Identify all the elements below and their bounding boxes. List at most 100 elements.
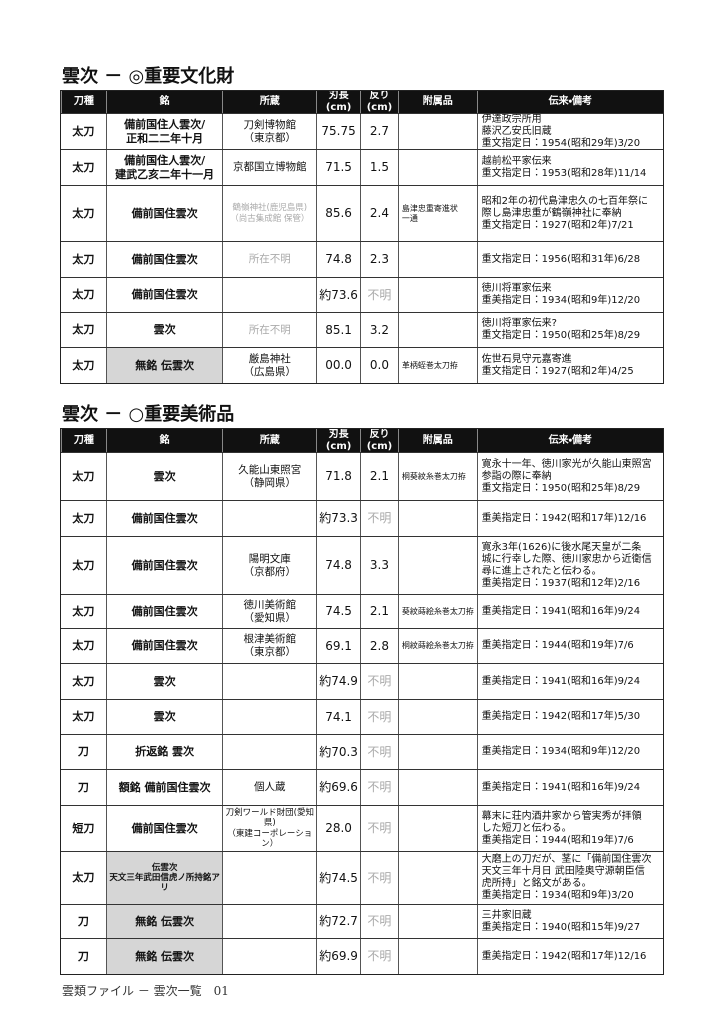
table-cell: 重美指定日：1942(昭和17年)5/30 [476, 700, 663, 734]
table-row: 太刀 雲次 約74.9 不明 重美指定日：1941(昭和16年)9/24 [61, 663, 663, 699]
table-cell: 重美指定日：1942(昭和17年)12/16 [476, 939, 663, 974]
table-cell: 刀 [77, 949, 89, 963]
table-cell: 鶴嶺神社(鹿児島県) （尚古集成館 保管） [222, 186, 316, 241]
table-cell: 刀 [77, 914, 89, 928]
section-title: 雲次 － ◎重要文化財 [62, 66, 235, 87]
table-cell [397, 700, 477, 734]
table-cell: 京都国立博物館 [222, 150, 316, 185]
header-cell: 刃長 (cm) [316, 91, 360, 113]
table-cell: 69.1 [316, 629, 360, 663]
table-cell: 74.5 [316, 595, 360, 628]
table-cell [222, 278, 316, 312]
table-cell: 00.0 [316, 348, 360, 383]
table-cell: 太刀 [72, 206, 95, 220]
table-cell: 備前国住人雲次/ 正和二二年十月 [105, 114, 223, 149]
table-row: 太刀 備前国住雲次 根津美術館 （東京都） 69.1 2.8 桐紋蒔絵糸巻太刀拵 重美指定日… [61, 628, 663, 663]
table-cell: 重美指定日：1941(昭和16年)9/24 [476, 770, 663, 805]
header-row: 刀種銘所蔵 刃長 (cm) 反り (cm) 附属品 伝来・備考 [61, 91, 663, 113]
table-row: 太刀 伝雲次 天文三年武田信虎ノ所持銘アリ 約74.5 不明 大磨上の刀だが、茎に「備前… [61, 851, 663, 904]
footer: 雲類ファイル － 雲次一覧 01 [62, 984, 229, 998]
table-cell: 不明 [360, 806, 398, 851]
table-cell [397, 806, 477, 851]
table-cell: 74.1 [316, 700, 360, 734]
table-cell: 3.3 [360, 537, 398, 594]
header-cell: 刀種 [61, 429, 106, 452]
table-cell: 重美指定日：1942(昭和17年)12/16 [476, 501, 663, 536]
table-cell: 雲次 [105, 313, 223, 347]
table-cell: 2.7 [360, 114, 398, 149]
table-row: 太刀 備前国住雲次 約73.3 不明 重美指定日：1942(昭和17年)12/16 [61, 500, 663, 536]
table-cell: 刀剣ワールド財団(愛知県) （東建コーポレーション） [222, 806, 316, 851]
table-cell: 刀 [77, 745, 89, 759]
table-cell [222, 905, 316, 938]
table-cell: 昭和2年の初代島津忠久の七百年祭に 際し島津忠重が鶴嶺神社に奉納 重文指定日：1… [476, 186, 663, 241]
table-cell: 大磨上の刀だが、茎に「備前国住雲次 天文三年十月日 武田陸奥守源朝臣信 虎所持」… [476, 852, 663, 904]
table-cell: 備前国住人雲次/ 建武乙亥二年十一月 [105, 150, 223, 185]
table-cell: 2.4 [360, 186, 398, 241]
table-row: 刀 折返銘 雲次 約70.3 不明 重美指定日：1934(昭和9年)12/20 [61, 734, 663, 769]
table-cell [397, 852, 477, 904]
header-cell: 銘 [105, 429, 223, 452]
table-cell [397, 905, 477, 938]
table-cell: 三井家旧蔵 重美指定日：1940(昭和15年)9/27 [476, 905, 663, 938]
table-cell: 74.8 [316, 537, 360, 594]
table-cell: 短刀 [72, 821, 95, 835]
table-cell: 桐紋蒔絵糸巻太刀拵 [397, 629, 477, 663]
table-cell: 重美指定日：1934(昭和9年)12/20 [476, 735, 663, 769]
table-cell: 約69.6 [316, 770, 360, 805]
header-cell: 附属品 [397, 429, 477, 452]
table-cell: 刀剣博物館 （東京都） [222, 114, 316, 149]
table-cell: 太刀 [72, 511, 95, 525]
table: 刀種銘所蔵 刃長 (cm) 反り (cm) 附属品 伝来・備考 太刀 雲次 久能山東照宮 （静… [60, 428, 664, 975]
table-cell: 陽明文庫 （京都府） [222, 537, 316, 594]
table-cell: 約70.3 [316, 735, 360, 769]
table-cell [397, 278, 477, 312]
table-cell: 2.1 [360, 595, 398, 628]
table-cell: 重美指定日：1941(昭和16年)9/24 [476, 595, 663, 628]
table-cell: 重美指定日：1941(昭和16年)9/24 [476, 664, 663, 699]
table-cell: 不明 [360, 664, 398, 699]
table-cell: 伝雲次 天文三年武田信虎ノ所持銘アリ [105, 852, 223, 904]
table-cell [397, 770, 477, 805]
table-cell: 約74.5 [316, 852, 360, 904]
section-title: 雲次 － ○重要美術品 [62, 404, 235, 425]
table-cell [397, 242, 477, 277]
table-row: 太刀 備前国住人雲次/ 建武乙亥二年十一月 京都国立博物館 71.5 1.5 越前松平家伝… [61, 149, 663, 185]
table-cell: 島津忠重寄進状 一通 [397, 186, 477, 241]
table-cell: 3.2 [360, 313, 398, 347]
table-cell: 備前国住雲次 [105, 595, 223, 628]
table-cell [397, 150, 477, 185]
table-cell: 太刀 [72, 558, 95, 572]
table-row: 太刀 備前国住雲次 約73.6 不明 徳川将軍家伝来 重美指定日：1934(昭和9年)1… [61, 277, 663, 312]
table-cell: 備前国住雲次 [105, 186, 223, 241]
table-cell: 太刀 [72, 710, 95, 724]
table-cell: 越前松平家伝来 重文指定日：1953(昭和28年)11/14 [476, 150, 663, 185]
table-cell [397, 114, 477, 149]
table-cell: 75.75 [316, 114, 360, 149]
table-cell: 個人蔵 [222, 770, 316, 805]
table-cell: 重美指定日：1944(昭和19年)7/6 [476, 629, 663, 663]
table-cell: 太刀 [72, 252, 95, 266]
table-cell: 2.1 [360, 453, 398, 500]
table-cell: 備前国住雲次 [105, 806, 223, 851]
table-cell: 74.8 [316, 242, 360, 277]
table-row: 太刀 備前国住雲次 徳川美術館 （愛知県） 74.5 2.1 葵紋蒔絵糸巻太刀拵 重美指定日… [61, 594, 663, 628]
table-cell: 不明 [360, 905, 398, 938]
table-cell: 徳川将軍家伝来? 重文指定日：1950(昭和25年)8/29 [476, 313, 663, 347]
table-cell: 85.6 [316, 186, 360, 241]
table-cell [222, 735, 316, 769]
table-cell: 無銘 伝雲次 [105, 348, 223, 383]
table-cell: 不明 [360, 501, 398, 536]
table-cell: 71.8 [316, 453, 360, 500]
table-cell: 71.5 [316, 150, 360, 185]
table-cell: 太刀 [72, 674, 95, 688]
table-cell [222, 501, 316, 536]
table-cell [397, 664, 477, 699]
table-cell: 太刀 [72, 358, 95, 372]
table-cell: 刀 [77, 780, 89, 794]
header-cell: 伝来・備考 [476, 91, 663, 113]
table-cell: 厳島神社 （広島県） [222, 348, 316, 383]
table-cell: 不明 [360, 852, 398, 904]
table-cell: 約73.3 [316, 501, 360, 536]
table-cell: 寛永十一年、徳川家光が久能山東照宮 参詣の際に奉納 重文指定日：1950(昭和2… [476, 453, 663, 500]
